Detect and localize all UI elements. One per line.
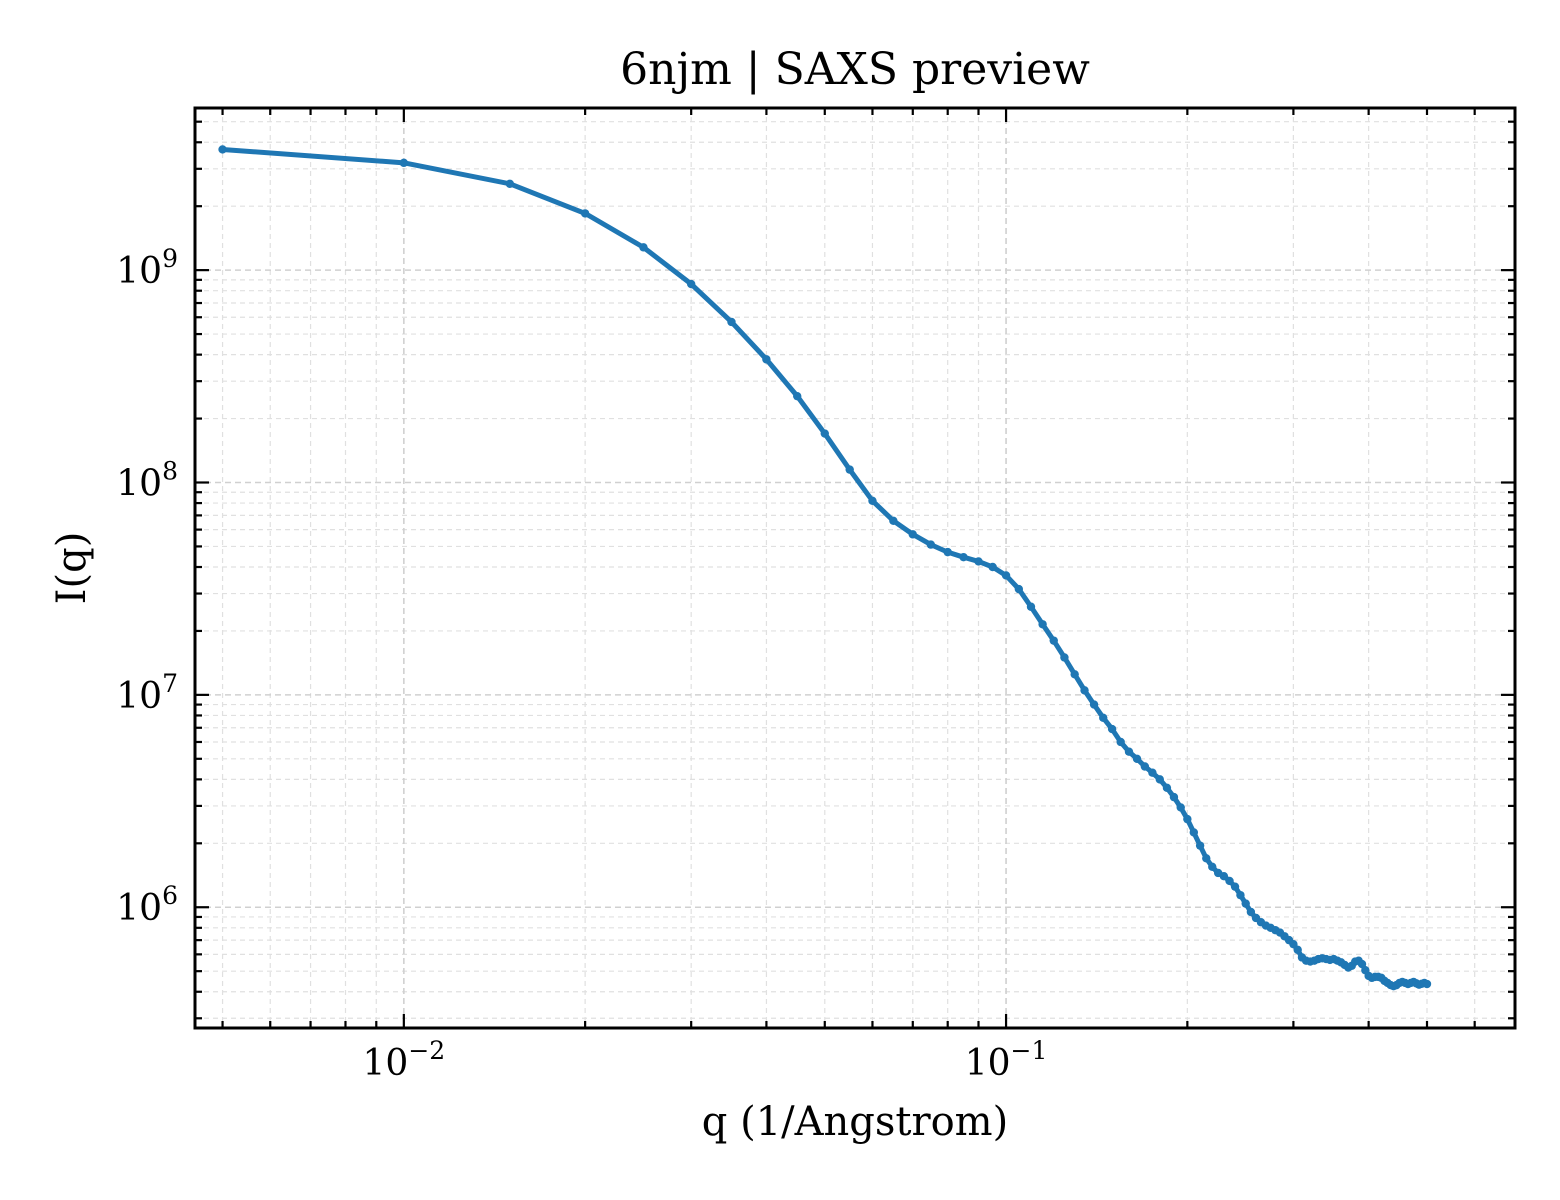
data-point [1124, 747, 1134, 756]
data-point [793, 391, 802, 401]
data-point [908, 530, 917, 539]
data-point [1070, 670, 1079, 679]
y-tick-label: 106 [116, 881, 178, 929]
data-point [1293, 945, 1302, 955]
data-point [218, 145, 227, 154]
data-point [1246, 907, 1256, 917]
data-point [1049, 636, 1058, 645]
data-point [727, 317, 736, 327]
data-point [1140, 762, 1150, 771]
x-tick-label: 10−1 [965, 1036, 1048, 1084]
data-point [1241, 899, 1250, 908]
data-point [1080, 686, 1089, 695]
data-point [1001, 571, 1011, 580]
data-point [639, 243, 648, 252]
major-grid [195, 108, 1515, 1028]
data-point [1189, 828, 1199, 837]
data-point [1208, 862, 1217, 872]
data-point [959, 552, 968, 562]
data-point [1060, 653, 1069, 662]
data-point [1148, 768, 1157, 777]
data-point [1162, 783, 1172, 793]
data-point [1225, 876, 1234, 886]
data-point [943, 547, 952, 557]
y-tick-label: 107 [116, 669, 178, 717]
x-axis-label: q (1/Angstrom) [702, 1099, 1008, 1145]
data-point [505, 179, 515, 188]
plot-frame [193, 106, 1517, 1030]
data-point [1195, 841, 1205, 850]
data-point [820, 429, 829, 438]
data-point [1089, 700, 1099, 709]
minor-grid [195, 108, 1515, 1028]
tick-labels: 10−2 10−1 106 107 108 109 [116, 244, 1047, 1084]
data-point [1038, 620, 1047, 629]
data-point [399, 158, 409, 168]
chart-title: 6njm | SAXS preview [620, 44, 1090, 95]
data-point [762, 355, 771, 364]
data-point [1169, 792, 1179, 802]
data-point [1176, 803, 1185, 812]
data-point [1183, 814, 1192, 824]
data-point [1099, 713, 1108, 722]
data-point [974, 557, 983, 566]
axis-ticks [195, 108, 1515, 1028]
y-tick-label: 109 [116, 244, 178, 292]
data-point [868, 496, 877, 506]
data-point [1116, 737, 1125, 747]
series-group [218, 145, 1432, 991]
y-tick-label: 108 [116, 456, 178, 504]
data-point [1202, 854, 1211, 863]
data-point [1219, 872, 1229, 881]
x-tick-label: 10−2 [363, 1036, 446, 1084]
data-point [686, 279, 696, 289]
y-axis-label: I(q) [49, 532, 95, 605]
data-point [845, 465, 854, 474]
data-point [580, 209, 590, 218]
data-point [1014, 584, 1024, 594]
data-point [1132, 754, 1142, 763]
data-point [988, 562, 997, 572]
data-point [1289, 939, 1298, 949]
data-point [1230, 882, 1240, 891]
data-point [1422, 979, 1432, 989]
data-point [1107, 724, 1117, 734]
data-point [1155, 775, 1164, 784]
data-point [926, 540, 936, 549]
data-point [889, 516, 898, 526]
data-point [1026, 602, 1036, 611]
data-point [1357, 959, 1367, 969]
data-point [1236, 890, 1245, 900]
